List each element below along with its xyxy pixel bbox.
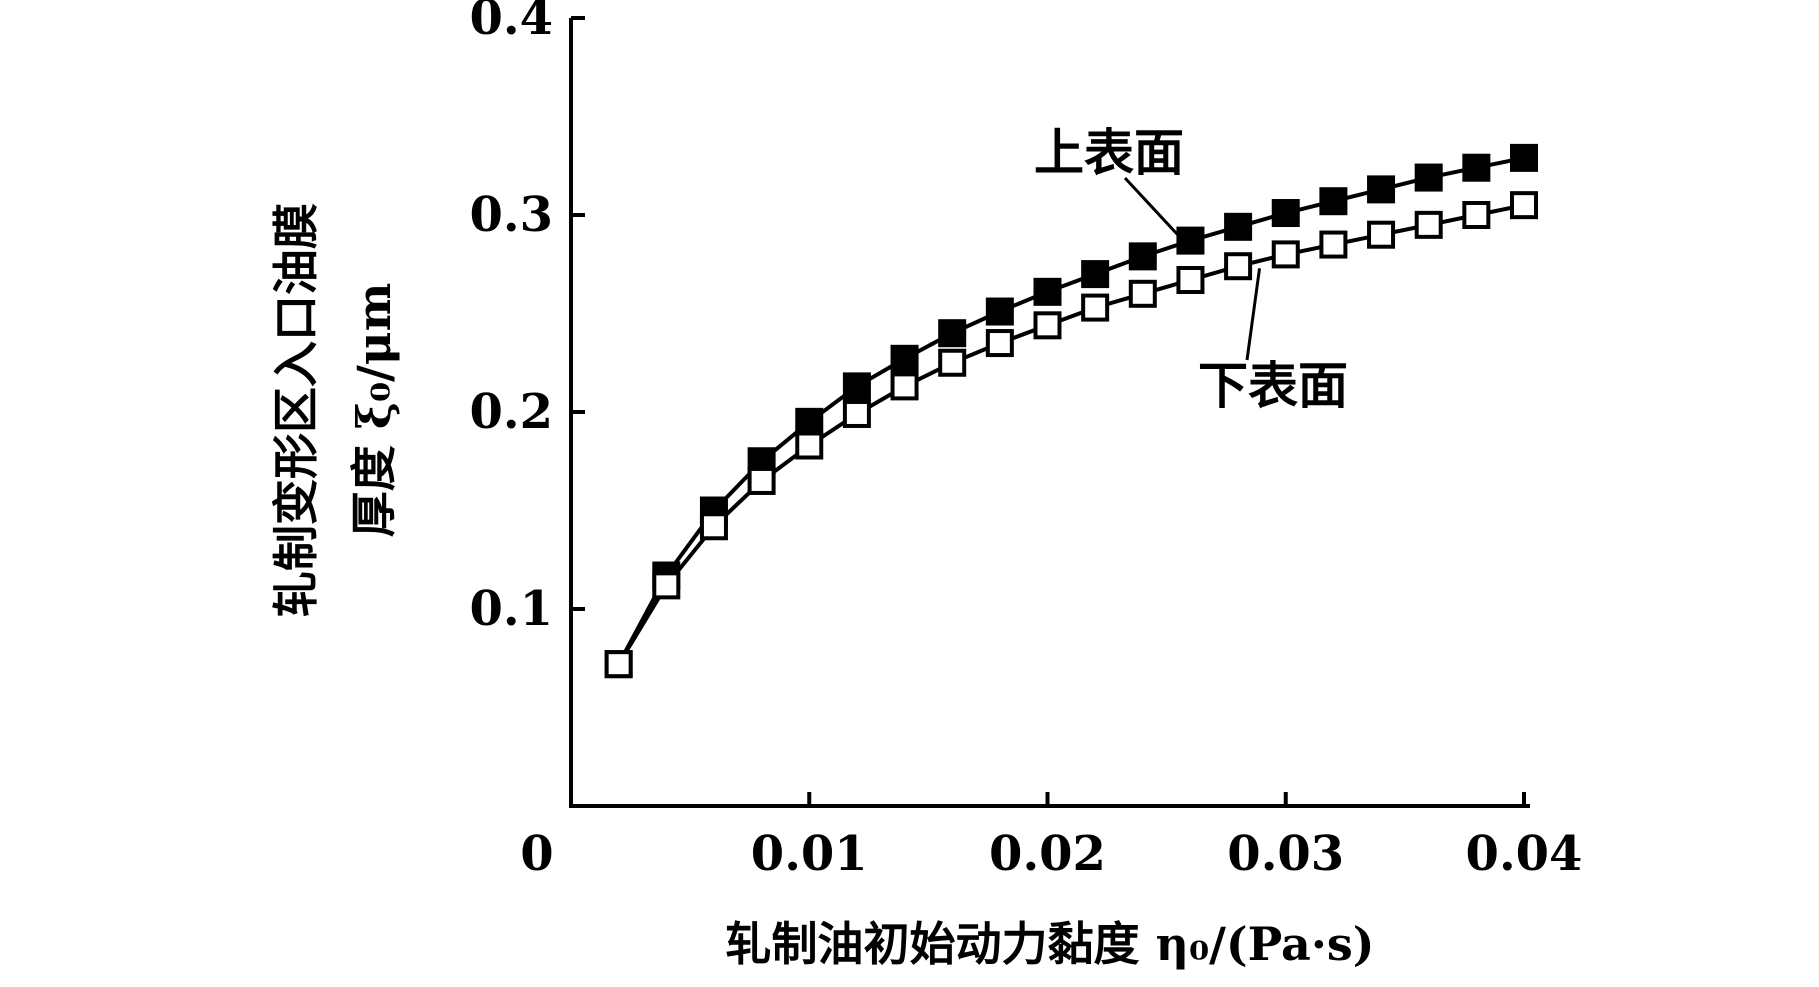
annotation-leader-upper	[1123, 176, 1180, 237]
annotation-label-lower: 下表面	[1198, 357, 1348, 415]
y-tick-label: 0.2	[469, 384, 553, 440]
y-tick-label: 0.3	[469, 187, 553, 243]
open-square-marker	[1414, 210, 1443, 239]
filled-square-marker	[1224, 212, 1253, 241]
y-tick-label: 0.4	[469, 0, 553, 46]
filled-square-marker	[1414, 163, 1443, 192]
filled-square-marker	[985, 297, 1014, 326]
y-axis-label-line2: 厚度 ξ₀/μm	[347, 283, 401, 538]
open-square-marker	[1319, 230, 1348, 259]
x-ticks: 0 0.01 0.02 0.03 0.04	[520, 792, 1582, 882]
filled-square-marker	[890, 344, 919, 373]
y-axis-label-line1: 轧制变形区入口油膜	[269, 203, 323, 617]
filled-square-marker	[1367, 175, 1396, 204]
y-tick-label: 0.1	[469, 581, 553, 637]
open-square-marker	[1510, 191, 1538, 220]
open-square-marker	[842, 399, 871, 428]
x-tick-label: 0	[520, 826, 553, 882]
open-square-marker	[699, 512, 728, 541]
series-layer	[604, 143, 1538, 679]
x-tick-label: 0.04	[1466, 826, 1583, 882]
open-square-marker	[747, 466, 776, 495]
filled-square-marker	[842, 372, 871, 401]
filled-square-marker	[938, 319, 967, 348]
filled-square-marker	[1033, 277, 1062, 306]
open-square-marker	[985, 329, 1014, 358]
x-axis-label: 轧制油初始动力黏度 η₀/(Pa·s)	[725, 917, 1374, 971]
y-ticks: 0.1 0.2 0.3 0.4	[469, 0, 585, 637]
open-square-marker	[1033, 311, 1062, 340]
series-lower-surface	[604, 191, 1538, 679]
filled-square-marker	[1128, 242, 1157, 271]
open-square-marker	[1176, 266, 1205, 295]
filled-square-marker	[1319, 187, 1348, 216]
filled-square-marker	[1462, 153, 1491, 182]
y-axis-label: 轧制变形区入口油膜 厚度 ξ₀/μm	[269, 203, 401, 617]
series-upper-surface	[604, 143, 1538, 679]
filled-square-marker	[1176, 226, 1205, 255]
open-square-marker	[890, 372, 919, 401]
open-square-marker	[1128, 279, 1157, 308]
open-square-marker	[1271, 240, 1300, 269]
open-square-marker	[1081, 293, 1110, 322]
filled-square-marker	[1271, 199, 1300, 228]
filled-square-marker	[795, 407, 824, 436]
open-square-marker	[938, 348, 967, 377]
filled-square-marker	[1510, 143, 1538, 172]
open-square-marker	[1224, 252, 1253, 281]
x-tick-label: 0.02	[989, 826, 1106, 882]
open-square-marker	[1367, 220, 1396, 249]
open-square-marker	[604, 650, 633, 679]
series-line	[616, 203, 1525, 666]
x-tick-label: 0.01	[751, 826, 868, 882]
open-square-marker	[1462, 201, 1491, 229]
filled-square-marker	[1081, 260, 1110, 289]
annotation-label-upper: 上表面	[1034, 124, 1184, 182]
open-square-marker	[795, 431, 824, 460]
open-square-marker	[652, 571, 681, 600]
x-tick-label: 0.03	[1227, 826, 1344, 882]
annotation-leader-lower	[1245, 268, 1262, 361]
